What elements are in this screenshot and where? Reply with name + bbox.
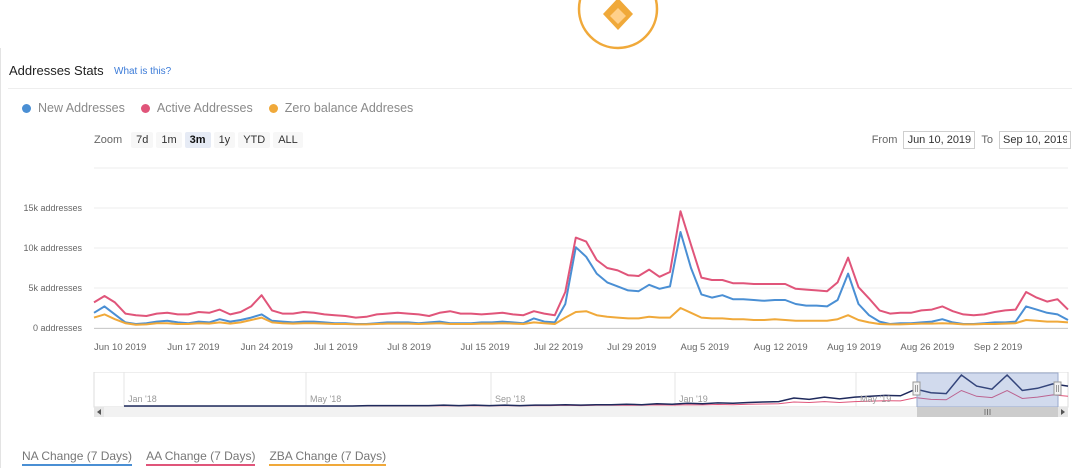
from-label: From (871, 134, 898, 146)
scroll-left-button[interactable] (94, 407, 104, 417)
series-line-active-addresses (93, 210, 1069, 319)
x-tick-label: Jul 15 2019 (461, 342, 510, 353)
na-change-link[interactable]: NA Change (7 Days) (22, 449, 133, 466)
x-tick-label: Jun 10 2019 (94, 342, 146, 353)
from-date-input[interactable] (903, 131, 976, 149)
brand-logo-icon (577, 0, 659, 50)
grid-lines (94, 167, 1068, 329)
y-tick-label: 15k addresses (23, 203, 82, 213)
page-title: Addresses Stats (9, 63, 104, 78)
arrow-left-icon (97, 409, 101, 415)
legend-dot-icon (140, 103, 150, 113)
zoom-label: Zoom (94, 134, 123, 146)
zoom-1y-button[interactable]: 1y (213, 132, 236, 148)
y-tick-label: 10k addresses (23, 243, 82, 253)
legend-item-zero-balance[interactable]: Zero balance Addreses (268, 101, 414, 115)
navigator-tick-label: May '19 (860, 394, 891, 404)
zoom-1m-button[interactable]: 1m (156, 132, 182, 148)
navigator-tick-label: Jan '18 (128, 394, 157, 404)
navigator-tick-label: Jan '19 (679, 394, 708, 404)
series-lines (93, 210, 1069, 326)
scroll-right-button[interactable] (1058, 407, 1068, 417)
navigator-tick-label: Sep '18 (495, 394, 525, 404)
chart-legend: New Addresses Active Addresses Zero bala… (22, 101, 413, 115)
x-tick-label: Jul 22 2019 (534, 342, 583, 353)
page-border (0, 48, 1, 468)
navigator-grid (123, 372, 857, 407)
x-tick-label: Aug 26 2019 (900, 342, 954, 353)
navigator-right-handle[interactable] (1053, 381, 1062, 396)
date-range: From To (872, 131, 1071, 149)
what-is-this-link[interactable]: What is this? (114, 66, 172, 77)
zoom-3m-button[interactable]: 3m (184, 132, 211, 148)
scroll-grip-icon (984, 409, 991, 415)
zoom-ytd-button[interactable]: YTD (238, 132, 271, 148)
y-axis-tick-labels: 0 addresses 5k addresses 10k addresses 15k … (23, 203, 82, 333)
x-tick-label: Aug 5 2019 (680, 342, 729, 353)
series-line-zero-balance-addreses (93, 307, 1069, 326)
x-axis-tick-labels: Jun 10 2019 Jun 17 2019 Jun 24 2019 Jul 1 2… (94, 328, 1068, 353)
navigator-series (124, 373, 1069, 407)
x-tick-label: Sep 2 2019 (974, 342, 1023, 353)
zoom-7d-button[interactable]: 7d (131, 132, 154, 148)
aa-change-link[interactable]: AA Change (7 Days) (146, 449, 256, 466)
y-tick-label: 5k addresses (28, 283, 82, 293)
range-navigator[interactable]: Jan '18 May '18 Sep '18 Jan '19 May '19 (0, 372, 1080, 422)
x-tick-label: Jul 1 2019 (314, 342, 358, 353)
y-tick-label: 0 addresses (33, 323, 83, 333)
legend-dot-icon (22, 103, 31, 113)
x-tick-label: Aug 12 2019 (754, 342, 808, 353)
change-links: NA Change (7 Days) AA Change (7 Days) ZB… (22, 449, 387, 466)
navigator-line-dark (124, 373, 1069, 407)
legend-item-new-addresses[interactable]: New Addresses (22, 101, 125, 115)
navigator-tick-label: May '18 (310, 394, 341, 404)
legend-label: New Addresses (38, 101, 125, 115)
to-label: To (981, 134, 993, 146)
x-tick-label: Jun 24 2019 (241, 342, 293, 353)
x-tick-label: Jul 8 2019 (387, 342, 431, 353)
x-tick-label: Jul 29 2019 (607, 342, 656, 353)
navigator-scrollbar-track[interactable] (94, 407, 1068, 417)
zba-change-link[interactable]: ZBA Change (7 Days) (269, 449, 387, 466)
x-tick-label: Aug 19 2019 (827, 342, 881, 353)
x-tick-label: Jun 17 2019 (167, 342, 219, 353)
arrow-right-icon (1061, 409, 1065, 415)
legend-label: Zero balance Addreses (284, 101, 414, 115)
navigator-left-handle[interactable] (912, 381, 921, 396)
addresses-line-chart: 0 addresses 5k addresses 10k addresses 15k … (23, 167, 1069, 353)
legend-item-active-addresses[interactable]: Active Addresses (140, 101, 253, 115)
navigator-tick-labels: Jan '18 May '18 Sep '18 Jan '19 May '19 (128, 394, 891, 404)
legend-dot-icon (268, 103, 278, 113)
title-divider (8, 88, 1072, 89)
navigator-selection[interactable] (916, 372, 1059, 408)
to-date-input[interactable] (999, 131, 1071, 149)
zoom-all-button[interactable]: ALL (273, 132, 303, 148)
legend-label: Active Addresses (156, 101, 253, 115)
zoom-selector: Zoom 7d 1m 3m 1y YTD ALL (94, 132, 303, 148)
